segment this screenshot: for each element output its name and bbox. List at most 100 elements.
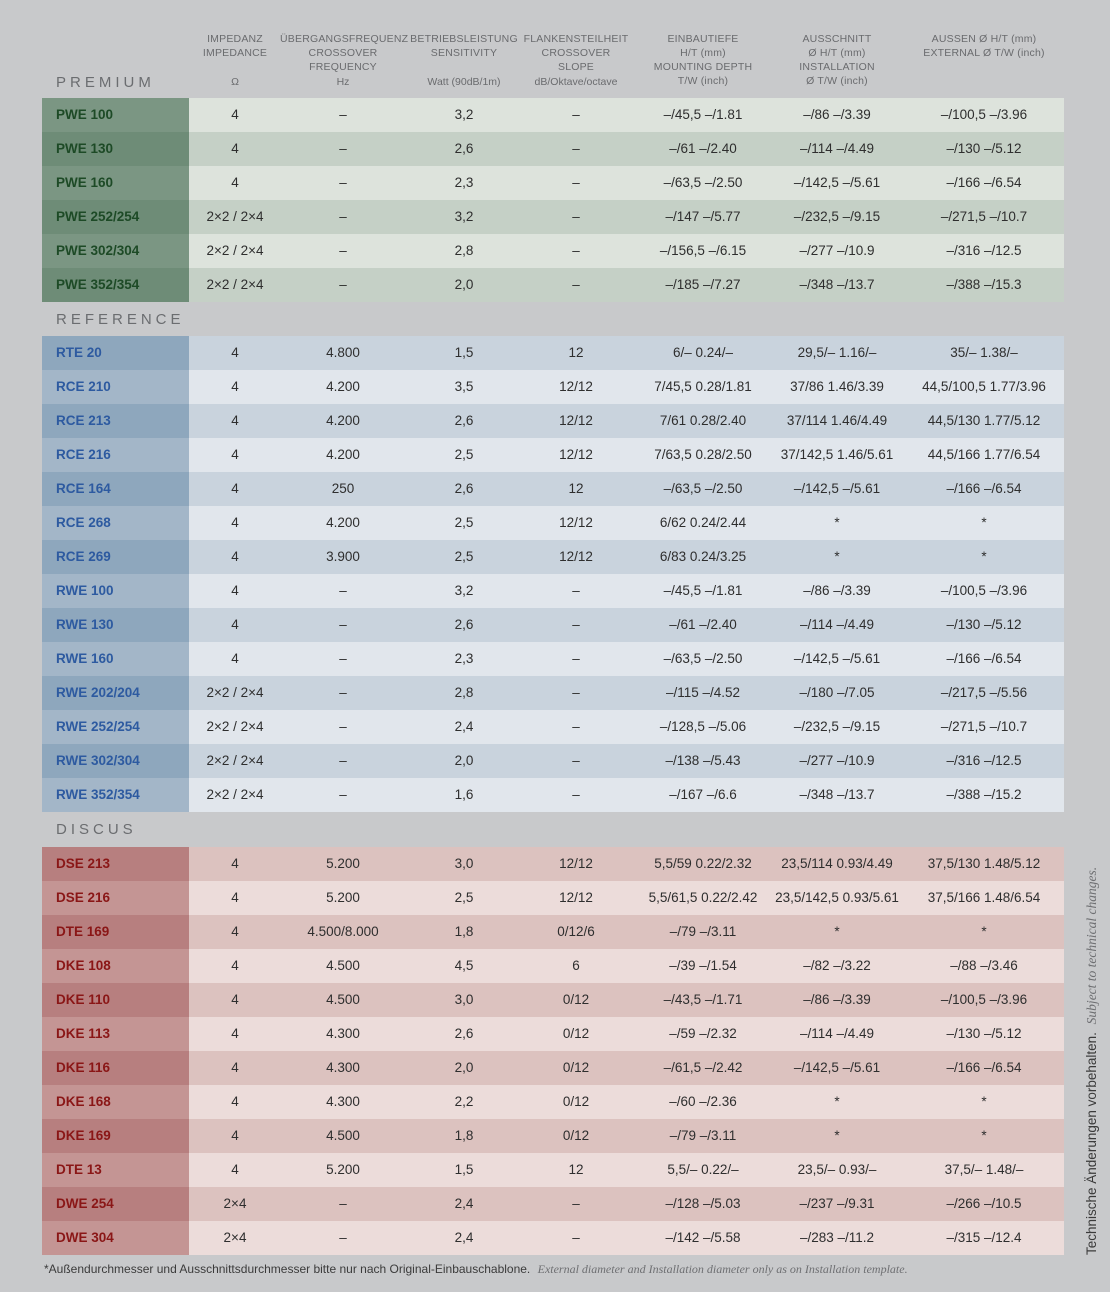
cell-sensitivity: 1,5 bbox=[454, 345, 474, 360]
cell-model: RTE 20 bbox=[42, 336, 189, 370]
cell-model: DWE 254 bbox=[42, 1187, 189, 1221]
section-label-discus: DISCUS bbox=[56, 821, 137, 838]
cell-slope: – bbox=[572, 243, 580, 258]
cell-depth: –/45,5 –/1.81 bbox=[663, 583, 743, 598]
cell-slope: 12/12 bbox=[559, 856, 593, 871]
cell-impedance: 4 bbox=[231, 447, 239, 462]
table-row: RCE 164 4 250 2,6 12 –/63,5 –/2.50 –/142,5 –/5… bbox=[42, 472, 1064, 506]
cell-impedance: 2×4 bbox=[223, 1196, 247, 1211]
table-row: RWE 130 4 – 2,6 – –/61 –/2.40 –/114 –/4.49 –/13… bbox=[42, 608, 1064, 642]
cell-external: 37,5/– 1.48/– bbox=[944, 1162, 1024, 1177]
table-row: DWE 254 2×4 – 2,4 – –/128 –/5.03 –/237 –/9.31 –… bbox=[42, 1187, 1064, 1221]
cell-sensitivity: 2,6 bbox=[454, 413, 474, 428]
cell-sensitivity: 2,8 bbox=[454, 685, 474, 700]
cell-cutout: * bbox=[834, 924, 840, 939]
cell-external: –/315 –/12.4 bbox=[946, 1230, 1022, 1245]
cell-model: RCE 210 bbox=[42, 370, 189, 404]
cell-external: 37,5/166 1.48/6.54 bbox=[927, 890, 1041, 905]
cell-slope: – bbox=[572, 719, 580, 734]
cell-depth: –/43,5 –/1.71 bbox=[663, 992, 743, 1007]
cell-impedance: 4 bbox=[231, 413, 239, 428]
cell-external: –/166 –/6.54 bbox=[946, 175, 1022, 190]
cell-sensitivity: 3,2 bbox=[454, 107, 474, 122]
cell-depth: –/61,5 –/2.42 bbox=[663, 1060, 743, 1075]
table-row: DKE 108 4 4.500 4,5 6 –/39 –/1.54 –/82 –/3.22 –… bbox=[42, 949, 1064, 983]
cell-crossover: 4.300 bbox=[326, 1094, 360, 1109]
section-premium: PWE 100 4 – 3,2 – –/45,5 –/1.81 –/86 –/3.39 –/1… bbox=[42, 98, 1064, 302]
cell-external: –/316 –/12.5 bbox=[946, 753, 1022, 768]
section-label-reference: REFERENCE bbox=[56, 311, 185, 328]
cell-slope: – bbox=[572, 1230, 580, 1245]
cell-depth: 6/62 0.24/2.44 bbox=[659, 515, 747, 530]
cell-model: PWE 352/354 bbox=[42, 268, 189, 302]
cell-depth: –/156,5 –/6.15 bbox=[659, 243, 747, 258]
cell-sensitivity: 4,5 bbox=[454, 958, 474, 973]
cell-sensitivity: 3,0 bbox=[454, 992, 474, 1007]
cell-cutout: 37/86 1.46/3.39 bbox=[790, 379, 884, 394]
cell-depth: 5,5/59 0.22/2.32 bbox=[654, 856, 752, 871]
cell-impedance: 2×4 bbox=[223, 1230, 247, 1245]
cell-external: –/100,5 –/3.96 bbox=[940, 992, 1028, 1007]
cell-cutout: –/348 –/13.7 bbox=[799, 787, 875, 802]
cell-cutout: –/142,5 –/5.61 bbox=[793, 175, 881, 190]
cell-crossover: 4.500 bbox=[326, 992, 360, 1007]
cell-crossover: – bbox=[339, 1196, 347, 1211]
cell-model: DKE 168 bbox=[42, 1085, 189, 1119]
header-impedance: IMPEDANZ IMPEDANCE bbox=[202, 33, 268, 59]
cell-external: –/88 –/3.46 bbox=[950, 958, 1018, 973]
cell-external: –/316 –/12.5 bbox=[946, 243, 1022, 258]
cell-external: * bbox=[981, 924, 987, 939]
cell-sensitivity: 2,5 bbox=[454, 890, 474, 905]
cell-depth: 6/– 0.24/– bbox=[672, 345, 734, 360]
table-row: PWE 160 4 – 2,3 – –/63,5 –/2.50 –/142,5 –/5.61… bbox=[42, 166, 1064, 200]
header-crossover: ÜBERGANGSFREQUENZ CROSSOVER FREQUENCY bbox=[280, 33, 409, 73]
cell-sensitivity: 2,5 bbox=[454, 515, 474, 530]
cell-external: 44,5/100,5 1.77/3.96 bbox=[922, 379, 1046, 394]
cell-slope: – bbox=[572, 651, 580, 666]
cell-cutout: –/180 –/7.05 bbox=[799, 685, 875, 700]
cell-model: DSE 216 bbox=[42, 881, 189, 915]
cell-slope: 12/12 bbox=[559, 447, 593, 462]
cell-model: RWE 252/254 bbox=[42, 710, 189, 744]
cell-impedance: 4 bbox=[231, 890, 239, 905]
cell-slope: 12 bbox=[568, 345, 584, 360]
cell-impedance: 4 bbox=[231, 617, 239, 632]
cell-slope: 0/12 bbox=[562, 1128, 590, 1143]
cell-sensitivity: 2,5 bbox=[454, 447, 474, 462]
cell-crossover: – bbox=[339, 617, 347, 632]
cell-depth: –/142 –/5.58 bbox=[665, 1230, 741, 1245]
cell-external: 35/– 1.38/– bbox=[950, 345, 1018, 360]
cell-cutout: –/142,5 –/5.61 bbox=[793, 651, 881, 666]
cell-cutout: * bbox=[834, 515, 840, 530]
cell-depth: –/79 –/3.11 bbox=[669, 924, 737, 939]
cell-crossover: – bbox=[339, 209, 347, 224]
cell-depth: –/60 –/2.36 bbox=[669, 1094, 737, 1109]
table-row: DKE 169 4 4.500 1,8 0/12 –/79 –/3.11 * * bbox=[42, 1119, 1064, 1153]
cell-external: –/100,5 –/3.96 bbox=[940, 583, 1028, 598]
cell-slope: – bbox=[572, 685, 580, 700]
cell-crossover: 4.200 bbox=[326, 447, 360, 462]
cell-slope: 0/12 bbox=[562, 992, 590, 1007]
cell-impedance: 4 bbox=[231, 175, 239, 190]
cell-model: RCE 268 bbox=[42, 506, 189, 540]
header-depth: EINBAUTIEFE H/T (mm) MOUNTING DEPTH T/W … bbox=[653, 33, 753, 87]
cell-external: * bbox=[981, 549, 987, 564]
cell-slope: – bbox=[572, 107, 580, 122]
table-row: RWE 252/254 2×2 / 2×4 – 2,4 – –/128,5 –/5.06 –… bbox=[42, 710, 1064, 744]
table-row: PWE 302/304 2×2 / 2×4 – 2,8 – –/156,5 –/6.15 –… bbox=[42, 234, 1064, 268]
cell-depth: 5,5/– 0.22/– bbox=[667, 1162, 739, 1177]
cell-slope: 12/12 bbox=[559, 379, 593, 394]
cell-model: RCE 269 bbox=[42, 540, 189, 574]
cell-impedance: 2×2 / 2×4 bbox=[206, 685, 264, 700]
cell-slope: – bbox=[572, 583, 580, 598]
cell-model: PWE 252/254 bbox=[42, 200, 189, 234]
section-label-premium: PREMIUM bbox=[56, 74, 155, 91]
cell-model: DWE 304 bbox=[42, 1221, 189, 1255]
cell-impedance: 4 bbox=[231, 515, 239, 530]
cell-model: RWE 160 bbox=[42, 642, 189, 676]
table-row: RCE 213 4 4.200 2,6 12/12 7/61 0.28/2.40 37/11… bbox=[42, 404, 1064, 438]
cell-model: RWE 100 bbox=[42, 574, 189, 608]
table-row: DSE 216 4 5.200 2,5 12/12 5,5/61,5 0.22/2.42 2… bbox=[42, 881, 1064, 915]
cell-crossover: 4.300 bbox=[326, 1060, 360, 1075]
cell-slope: 12/12 bbox=[559, 413, 593, 428]
